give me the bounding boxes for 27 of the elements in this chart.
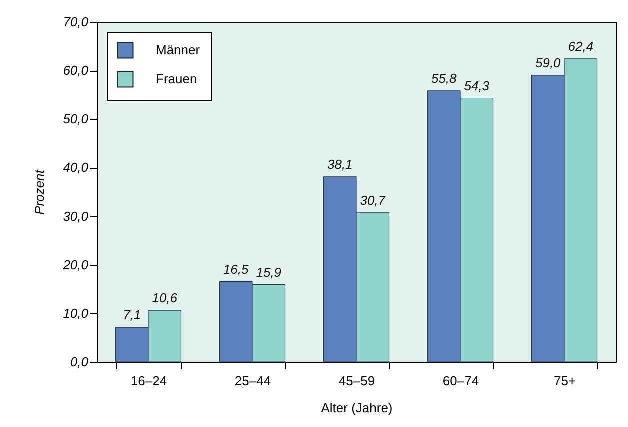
- y-tick-label: 20,0: [62, 257, 90, 272]
- x-tick-label: 16–24: [130, 374, 168, 388]
- x-tick-label: 60–74: [442, 374, 480, 388]
- x-tick-label: 25–44: [234, 374, 272, 388]
- data-label: 30,7: [360, 192, 386, 208]
- y-axis-title: Prozent: [32, 168, 48, 215]
- x-axis-title: Alter (Jahre): [321, 400, 393, 416]
- data-label: 7,1: [123, 308, 142, 323]
- y-tick-label: 50,0: [63, 112, 90, 127]
- y-tick-label: 0,0: [70, 354, 90, 370]
- data-label: 54,3: [464, 78, 490, 94]
- data-label: 10,6: [152, 290, 178, 306]
- data-label: 59,0: [535, 55, 562, 70]
- legend-label: Frauen: [156, 72, 198, 86]
- y-tick-label: 60,0: [63, 63, 90, 78]
- y-tick-label: 40,0: [63, 160, 90, 176]
- legend-label: Männer: [156, 42, 201, 58]
- x-tick-label: 75+: [554, 374, 576, 388]
- y-tick-label: 30,0: [63, 208, 90, 224]
- data-label: 55,8: [431, 70, 458, 86]
- data-label: 62,4: [568, 38, 594, 54]
- x-tick-label: 45–59: [338, 374, 376, 388]
- data-label: 38,1: [327, 156, 353, 172]
- data-label: 16,5: [223, 262, 250, 277]
- y-tick-label: 70,0: [63, 14, 90, 30]
- data-label: 15,9: [256, 264, 282, 280]
- y-tick-label: 10,0: [63, 306, 90, 321]
